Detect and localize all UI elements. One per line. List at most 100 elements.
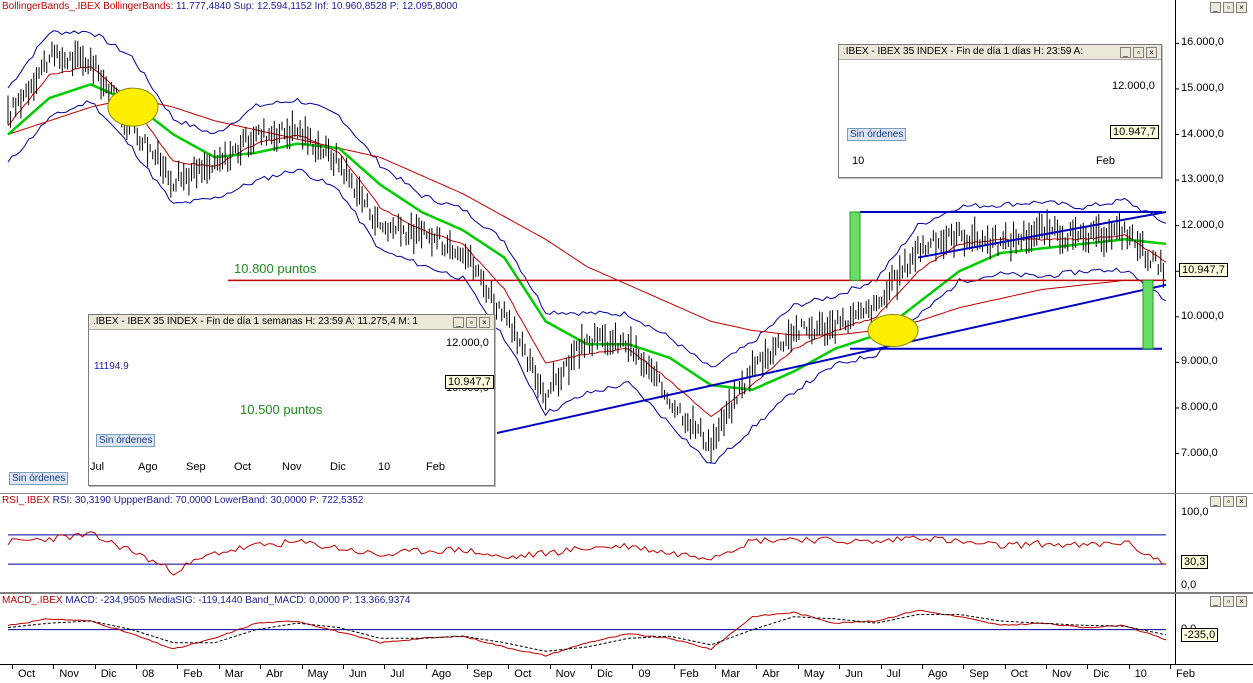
time-axis-tick xyxy=(425,665,427,669)
time-axis-tick xyxy=(880,665,882,669)
time-axis-label: Ago xyxy=(927,668,948,680)
time-axis-label: Feb xyxy=(183,668,203,680)
close-icon[interactable]: × xyxy=(1146,47,1157,58)
time-axis-label: May xyxy=(307,668,329,680)
time-axis-tick xyxy=(136,665,138,669)
macd-signal-line xyxy=(7,614,1167,652)
minimize-icon[interactable]: _ xyxy=(453,317,464,328)
time-axis-tick xyxy=(839,665,841,669)
inset-weekly-time-label: Dic xyxy=(330,461,346,473)
rsi-line xyxy=(7,531,1167,576)
time-axis-tick xyxy=(218,665,220,669)
restore-icon[interactable]: ▫ xyxy=(1133,47,1144,58)
green-measure-bar-right xyxy=(1142,279,1154,350)
time-axis-tick xyxy=(53,665,55,669)
inset-daily-title-text: .IBEX - IBEX 35 INDEX - Fin de día 1 día… xyxy=(843,46,1084,57)
bollinger-lower-band xyxy=(7,100,1167,464)
time-axis-label: Sep xyxy=(969,668,989,680)
orders-label-weekly[interactable]: Sin órdenes xyxy=(96,434,156,447)
time-axis-tick xyxy=(384,665,386,669)
inset-weekly-title-text: .IBEX - IBEX 35 INDEX - Fin de día 1 sem… xyxy=(93,316,418,327)
price-y-tick-label: 7.000,0 xyxy=(1181,446,1218,459)
time-axis-label: Feb xyxy=(679,668,699,680)
time-axis-label: Abr xyxy=(762,668,780,680)
time-axis-tick xyxy=(1004,665,1006,669)
inset-weekly-window[interactable]: .IBEX - IBEX 35 INDEX - Fin de día 1 sem… xyxy=(88,314,495,486)
close-icon[interactable]: × xyxy=(1236,596,1247,607)
price-y-axis xyxy=(1175,0,1253,493)
close-icon[interactable]: × xyxy=(479,317,490,328)
minimize-icon[interactable]: _ xyxy=(1210,496,1221,507)
rsi-header-prefix: RSI_.IBEX xyxy=(2,495,50,506)
minimize-icon[interactable]: _ xyxy=(1210,2,1221,13)
price-y-tick-label: 10.000,0 xyxy=(1181,309,1224,322)
time-axis-label: Nov xyxy=(59,668,79,680)
inset-weekly-title[interactable]: .IBEX - IBEX 35 INDEX - Fin de día 1 sem… xyxy=(89,315,494,330)
time-axis-tick xyxy=(260,665,262,669)
inset-daily-last-price: 10.947,7 xyxy=(1110,125,1159,139)
macd-header-prefix: MACD_.IBEX xyxy=(2,595,63,606)
time-axis-label: 09 xyxy=(638,668,651,680)
macd-pane: MACD_.IBEX MACD: -234,9505 MediaSIG: -11… xyxy=(0,594,1253,664)
restore-icon[interactable]: ▫ xyxy=(1223,596,1234,607)
close-icon[interactable]: × xyxy=(1236,2,1247,13)
time-axis-tick xyxy=(1170,665,1171,669)
time-axis-tick xyxy=(12,665,13,669)
time-axis-label: Abr xyxy=(266,668,284,680)
inset-weekly-last-price: 10.947,7 xyxy=(445,375,494,389)
time-axis-label: Dic xyxy=(1093,668,1110,680)
last-price-box: 10.947,7 xyxy=(1179,263,1228,277)
time-axis-tick xyxy=(1128,665,1130,669)
macd-pane-window-buttons: _ ▫ × xyxy=(1210,596,1247,607)
restore-icon[interactable]: ▫ xyxy=(466,317,477,328)
time-axis-label: Mar xyxy=(224,668,244,680)
rsi-y-axis xyxy=(1175,494,1253,592)
time-axis-label: Oct xyxy=(1010,668,1028,680)
time-axis-tick xyxy=(963,665,965,669)
inset-weekly-time-label: Nov xyxy=(282,461,302,473)
inset-daily-time-label: 10 xyxy=(852,155,865,167)
inset-weekly-y-tick-label: 12.000,0 xyxy=(446,336,489,349)
time-axis-label: 08 xyxy=(142,668,155,680)
time-axis-label: Oct xyxy=(18,668,36,680)
macd-header-values: MACD: -234,9505 MediaSIG: -119,1440 Band… xyxy=(65,595,411,606)
time-axis-label: 10 xyxy=(1134,668,1147,680)
restore-icon[interactable]: ▫ xyxy=(1223,496,1234,507)
inset-daily-title[interactable]: .IBEX - IBEX 35 INDEX - Fin de día 1 día… xyxy=(839,45,1161,60)
time-axis-label: Dic xyxy=(597,668,613,680)
time-axis-tick xyxy=(549,665,551,669)
time-axis-tick xyxy=(591,665,592,669)
time-axis-tick xyxy=(508,665,510,669)
moving-average-short xyxy=(7,66,1167,418)
macd-line xyxy=(7,610,1167,657)
inset-daily-window[interactable]: .IBEX - IBEX 35 INDEX - Fin de día 1 día… xyxy=(838,44,1162,178)
time-axis-tick xyxy=(1087,665,1089,669)
time-axis-label: Nov xyxy=(555,668,576,680)
time-axis-tick xyxy=(797,665,799,669)
orders-label-main[interactable]: Sin órdenes xyxy=(9,472,69,485)
minimize-icon[interactable]: _ xyxy=(1120,47,1131,58)
rsi-y-tick-label: 0,0 xyxy=(1181,579,1197,591)
time-axis: Oct Nov Dic 08 Feb Mar Abr May Jun Jul Ago Sep Oct No… xyxy=(0,664,1253,683)
rsi-y-tick-label: 100,0 xyxy=(1181,506,1209,518)
time-axis-tick xyxy=(342,665,344,669)
orders-label-daily[interactable]: Sin órdenes xyxy=(847,128,907,141)
time-axis-label: Jun xyxy=(845,668,863,680)
time-axis-label: May xyxy=(803,668,825,680)
time-axis-tick xyxy=(673,665,675,669)
price-header-prefix: BollingerBands_.IBEX xyxy=(2,1,101,12)
price-y-tick-label: 8.000,0 xyxy=(1181,400,1218,413)
minimize-icon[interactable]: _ xyxy=(1210,596,1221,607)
price-y-tick-label: 12.000,0 xyxy=(1181,218,1224,231)
time-axis-tick xyxy=(756,665,758,669)
close-icon[interactable]: × xyxy=(1236,496,1247,507)
price-y-tick-label: 9.000,0 xyxy=(1181,355,1218,368)
price-header-values: 11.777,4840 Sup: 12.594,1152 Inf: 10.960… xyxy=(176,1,458,12)
restore-icon[interactable]: ▫ xyxy=(1223,2,1234,13)
time-axis-tick xyxy=(715,665,717,669)
price-y-tick-label: 15.000,0 xyxy=(1181,81,1224,94)
time-axis-label: Sep xyxy=(472,668,493,680)
time-axis-label: Mar xyxy=(721,668,741,680)
time-axis-tick xyxy=(466,665,468,669)
